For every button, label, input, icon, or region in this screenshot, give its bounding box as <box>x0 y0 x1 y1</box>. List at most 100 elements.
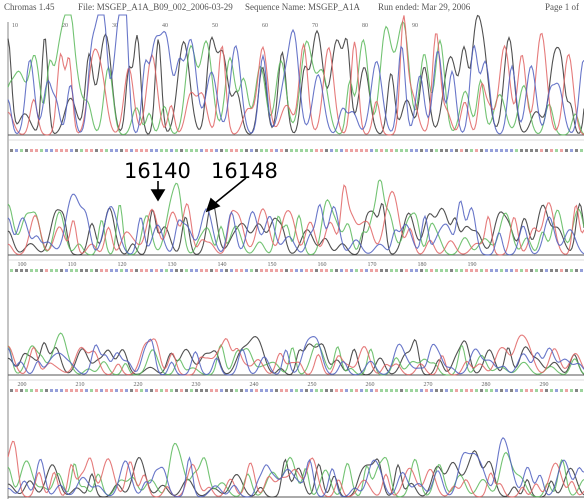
base-call <box>300 269 303 272</box>
base-call <box>255 389 258 392</box>
base-call <box>500 149 503 152</box>
base-call <box>15 149 18 152</box>
base-call <box>285 389 288 392</box>
base-call <box>40 269 43 272</box>
base-call <box>45 269 48 272</box>
base-call <box>300 149 303 152</box>
base-call <box>255 269 258 272</box>
base-call <box>150 149 153 152</box>
base-call <box>485 149 488 152</box>
base-call <box>225 389 228 392</box>
base-call <box>360 269 363 272</box>
base-call <box>250 149 253 152</box>
base-call <box>115 149 118 152</box>
base-call <box>130 269 133 272</box>
base-call <box>350 269 353 272</box>
position-label: 120 <box>118 262 127 268</box>
base-call <box>145 269 148 272</box>
base-call <box>160 269 163 272</box>
program: Chromas 1.45 <box>4 2 55 12</box>
base-call <box>565 269 568 272</box>
base-call <box>185 389 188 392</box>
base-call <box>355 149 358 152</box>
base-call <box>35 269 38 272</box>
base-call <box>340 149 343 152</box>
base-call <box>80 269 83 272</box>
base-call <box>315 269 318 272</box>
base-call <box>405 389 408 392</box>
base-call <box>140 149 143 152</box>
base-call <box>345 389 348 392</box>
base-call <box>305 389 308 392</box>
base-call <box>290 149 293 152</box>
base-call <box>75 389 78 392</box>
base-call <box>75 149 78 152</box>
base-call <box>240 389 243 392</box>
base-call <box>535 389 538 392</box>
base-call <box>270 389 273 392</box>
base-call <box>350 389 353 392</box>
base-call <box>160 149 163 152</box>
base-call <box>70 269 73 272</box>
base-call <box>495 389 498 392</box>
base-call <box>425 389 428 392</box>
base-call <box>560 269 563 272</box>
base-call <box>200 389 203 392</box>
base-call <box>260 149 263 152</box>
base-call <box>75 269 78 272</box>
base-call <box>390 149 393 152</box>
base-call <box>120 389 123 392</box>
base-call <box>555 269 558 272</box>
run-date: Run ended: Mar 29, 2006 <box>378 2 471 12</box>
base-call <box>330 149 333 152</box>
base-call <box>475 269 478 272</box>
base-call <box>135 389 138 392</box>
base-call <box>315 389 318 392</box>
base-call <box>180 149 183 152</box>
base-call <box>290 269 293 272</box>
base-call <box>480 269 483 272</box>
base-call <box>65 389 68 392</box>
base-call <box>260 389 263 392</box>
position-label: 150 <box>268 262 277 268</box>
base-call <box>250 389 253 392</box>
base-call <box>580 149 583 152</box>
base-call <box>545 389 548 392</box>
base-call <box>85 149 88 152</box>
base-call <box>90 389 93 392</box>
base-call <box>565 389 568 392</box>
base-call <box>500 389 503 392</box>
base-call <box>95 389 98 392</box>
base-call <box>55 389 58 392</box>
position-label: 210 <box>76 382 85 388</box>
base-call <box>195 269 198 272</box>
base-call <box>445 149 448 152</box>
base-call <box>395 149 398 152</box>
base-call <box>475 389 478 392</box>
base-call <box>370 389 373 392</box>
base-call <box>360 149 363 152</box>
base-call <box>450 149 453 152</box>
base-call <box>190 389 193 392</box>
base-call <box>455 149 458 152</box>
base-call <box>510 389 513 392</box>
base-call <box>305 269 308 272</box>
base-call <box>450 389 453 392</box>
base-call <box>540 389 543 392</box>
base-call <box>520 149 523 152</box>
base-call <box>505 389 508 392</box>
base-call <box>125 389 128 392</box>
base-call <box>525 149 528 152</box>
base-call <box>250 269 253 272</box>
position-label: 290 <box>540 382 549 388</box>
base-call <box>185 269 188 272</box>
base-call <box>10 389 13 392</box>
base-call <box>330 269 333 272</box>
base-call <box>150 389 153 392</box>
base-call <box>190 149 193 152</box>
base-call <box>210 269 213 272</box>
chromatogram: Chromas 1.45 File: MSGEP_A1A_B09_002_200… <box>0 0 584 499</box>
base-call <box>350 149 353 152</box>
position-label: 100 <box>18 262 27 268</box>
base-call <box>145 149 148 152</box>
